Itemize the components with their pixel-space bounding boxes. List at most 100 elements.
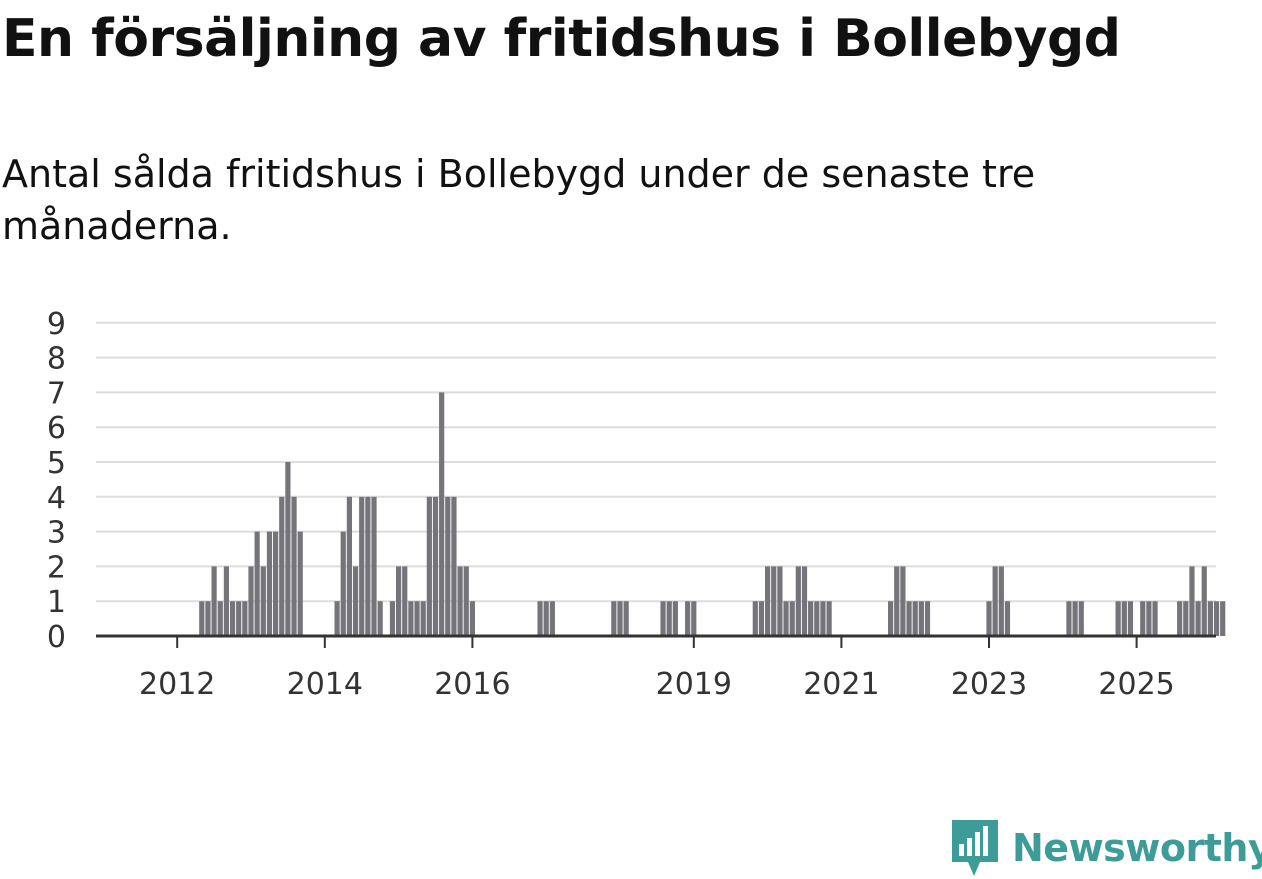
x-tick-label: 2023 bbox=[951, 667, 1027, 702]
bar bbox=[801, 566, 808, 636]
bar bbox=[451, 496, 457, 636]
bar bbox=[1115, 601, 1121, 636]
bar bbox=[924, 601, 931, 636]
bar bbox=[248, 566, 254, 636]
bar bbox=[242, 601, 248, 636]
bar bbox=[445, 496, 451, 636]
x-tick-label: 2019 bbox=[656, 667, 732, 702]
chart-title: En försäljning av fritidshus i Bollebygd bbox=[2, 9, 1121, 69]
brand-name: Newsworthy bbox=[1012, 826, 1262, 870]
bar bbox=[752, 601, 758, 636]
bar bbox=[1072, 601, 1078, 636]
bar bbox=[352, 566, 359, 636]
bar bbox=[1220, 601, 1226, 636]
bar bbox=[432, 496, 439, 636]
bar bbox=[396, 566, 402, 636]
bar bbox=[1195, 601, 1201, 636]
bar bbox=[414, 601, 420, 636]
bar bbox=[1140, 601, 1146, 636]
bar bbox=[894, 566, 900, 636]
bar bbox=[205, 601, 211, 636]
bar bbox=[463, 566, 469, 636]
bar bbox=[611, 601, 617, 636]
bar bbox=[808, 601, 814, 636]
y-tick-label: 7 bbox=[47, 376, 66, 411]
bar bbox=[549, 601, 555, 636]
bar bbox=[211, 566, 217, 636]
bar bbox=[223, 566, 229, 636]
bar bbox=[660, 601, 666, 636]
y-tick-label: 6 bbox=[47, 411, 66, 446]
brand-logo: Newsworthy bbox=[950, 818, 1262, 878]
bar bbox=[691, 601, 697, 636]
bar bbox=[217, 601, 223, 636]
bar bbox=[900, 566, 906, 636]
bar bbox=[672, 601, 678, 636]
bar bbox=[346, 496, 352, 636]
bar bbox=[777, 566, 783, 636]
bar bbox=[1127, 601, 1134, 636]
bar bbox=[771, 566, 777, 636]
bar bbox=[666, 601, 672, 636]
gridlines bbox=[96, 321, 1216, 603]
bar bbox=[992, 566, 998, 636]
bar bbox=[820, 601, 826, 636]
bar bbox=[457, 566, 463, 636]
bar bbox=[402, 566, 408, 636]
bar bbox=[365, 496, 371, 636]
bar bbox=[795, 566, 801, 636]
bar bbox=[340, 531, 346, 636]
bar bbox=[1078, 601, 1084, 636]
bar bbox=[826, 601, 832, 636]
bars bbox=[199, 392, 1226, 636]
x-tick-label: 2025 bbox=[1098, 667, 1174, 702]
bar bbox=[254, 531, 260, 636]
bar bbox=[1189, 566, 1195, 636]
x-tick-label: 2016 bbox=[434, 667, 510, 702]
y-tick-label: 8 bbox=[47, 342, 66, 377]
bar bbox=[1207, 601, 1213, 636]
y-tick-label: 3 bbox=[47, 516, 66, 551]
bar bbox=[1183, 601, 1189, 636]
bar bbox=[765, 566, 771, 636]
newsworthy-logo-icon bbox=[952, 820, 998, 876]
chart-subtitle: Antal sålda fritidshus i Bollebygd under… bbox=[2, 152, 1036, 248]
bar bbox=[789, 601, 795, 636]
bar bbox=[1201, 566, 1207, 636]
bar bbox=[986, 601, 992, 636]
bar bbox=[420, 601, 426, 636]
x-axis-labels: 2012 2014 2016 2019 2021 2023 2025 bbox=[139, 636, 1175, 702]
bar bbox=[389, 601, 396, 636]
bar bbox=[1066, 601, 1072, 636]
bar bbox=[408, 601, 414, 636]
y-tick-label: 4 bbox=[47, 481, 66, 516]
bar bbox=[273, 531, 279, 636]
y-tick-label: 9 bbox=[47, 307, 66, 342]
x-tick-label: 2021 bbox=[803, 667, 879, 702]
bar bbox=[537, 601, 543, 636]
bar bbox=[469, 601, 475, 636]
bar bbox=[918, 601, 924, 636]
bar bbox=[334, 601, 340, 636]
bar bbox=[426, 496, 432, 636]
y-tick-label: 1 bbox=[47, 585, 66, 620]
bar bbox=[906, 601, 912, 636]
bar bbox=[783, 601, 789, 636]
bar bbox=[1121, 601, 1127, 636]
bar bbox=[260, 566, 266, 636]
bar bbox=[359, 496, 365, 636]
bar bbox=[888, 601, 894, 636]
y-tick-label: 0 bbox=[47, 620, 66, 655]
bar bbox=[1213, 601, 1220, 636]
bar bbox=[1152, 601, 1158, 636]
y-tick-label: 2 bbox=[47, 550, 66, 585]
bar bbox=[623, 601, 629, 636]
bar bbox=[1146, 601, 1152, 636]
bar bbox=[236, 601, 242, 636]
bar bbox=[371, 496, 377, 636]
bar bbox=[291, 496, 297, 636]
bar bbox=[758, 601, 765, 636]
x-tick-label: 2014 bbox=[287, 667, 363, 702]
